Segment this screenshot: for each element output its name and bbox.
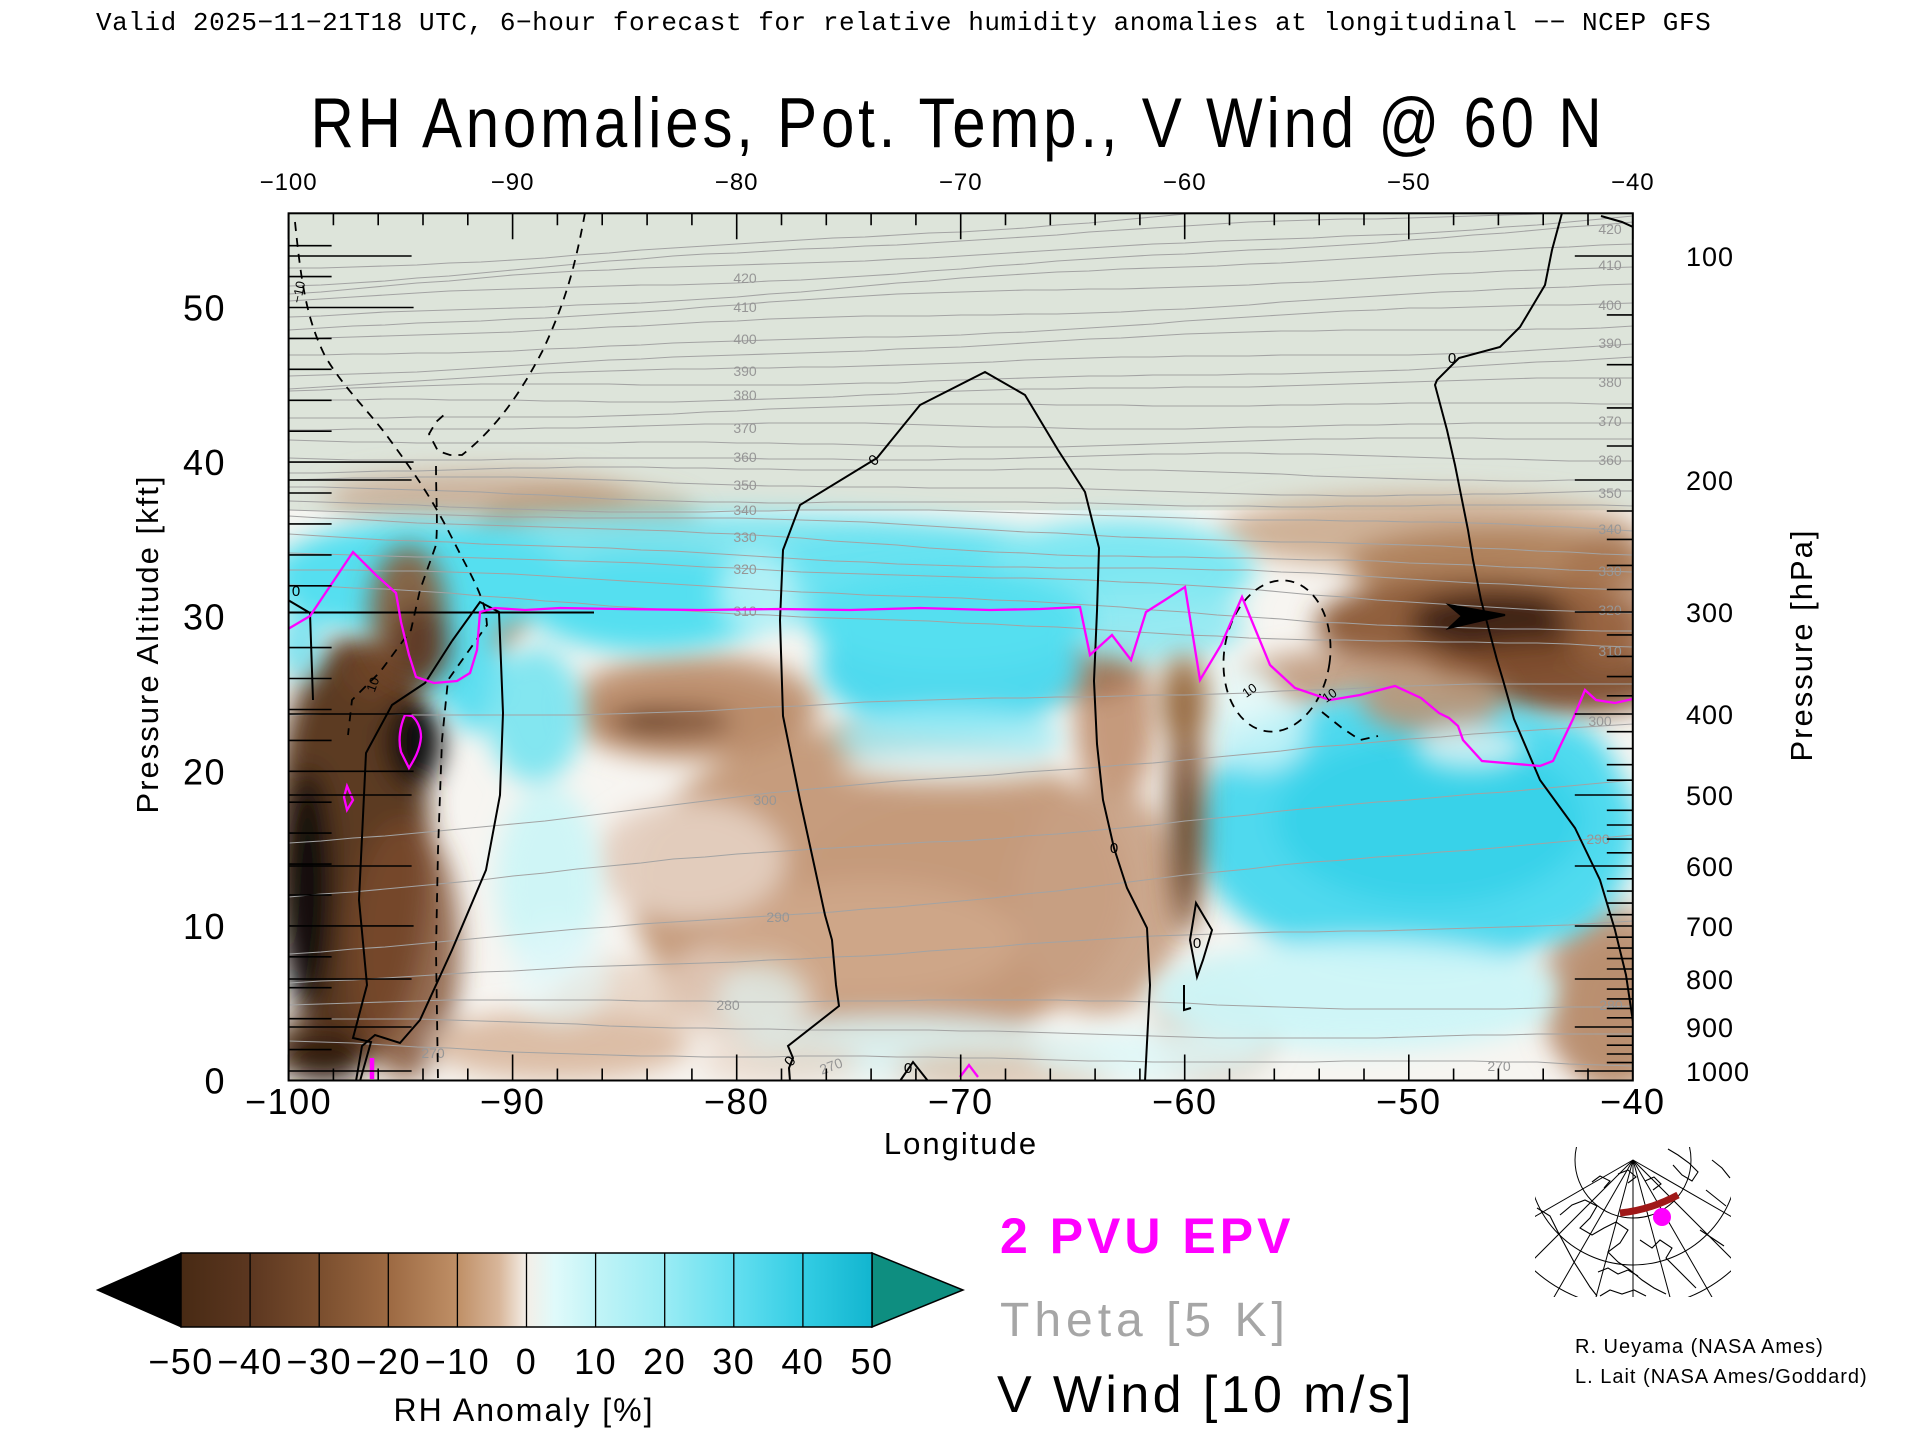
svg-text:410: 410 — [733, 299, 757, 315]
svg-text:800: 800 — [1686, 965, 1734, 995]
svg-text:−40: −40 — [217, 1341, 283, 1382]
svg-text:360: 360 — [1598, 452, 1622, 468]
svg-text:330: 330 — [733, 529, 757, 545]
svg-text:−100: −100 — [245, 1081, 332, 1122]
svg-text:310: 310 — [1598, 643, 1622, 659]
svg-text:R. Ueyama (NASA Ames): R. Ueyama (NASA Ames) — [1575, 1336, 1824, 1358]
svg-text:340: 340 — [733, 502, 757, 518]
svg-text:0: 0 — [204, 1061, 226, 1102]
svg-text:L. Lait (NASA Ames/Goddard): L. Lait (NASA Ames/Goddard) — [1575, 1366, 1868, 1388]
svg-text:0: 0 — [292, 583, 300, 600]
svg-text:600: 600 — [1686, 852, 1734, 882]
svg-text:Longitude: Longitude — [884, 1126, 1038, 1161]
svg-text:Valid 2025−11−21T18 UTC, 6−hou: Valid 2025−11−21T18 UTC, 6−hour forecast… — [96, 8, 1711, 38]
svg-text:−90: −90 — [480, 1081, 546, 1122]
svg-text:−80: −80 — [704, 1081, 770, 1122]
svg-text:−70: −70 — [939, 169, 983, 196]
svg-text:−50: −50 — [1387, 169, 1431, 196]
svg-text:40: 40 — [781, 1341, 824, 1382]
svg-text:50: 50 — [850, 1341, 893, 1382]
svg-text:RH Anomaly [%]: RH Anomaly [%] — [394, 1392, 655, 1428]
svg-text:−20: −20 — [356, 1341, 422, 1382]
svg-text:10: 10 — [1239, 680, 1259, 701]
svg-text:−60: −60 — [1163, 169, 1207, 196]
svg-text:900: 900 — [1686, 1013, 1734, 1043]
svg-text:Pressure [hPa]: Pressure [hPa] — [1784, 528, 1819, 761]
svg-text:−50: −50 — [1376, 1081, 1442, 1122]
svg-text:320: 320 — [1598, 602, 1622, 618]
svg-text:0: 0 — [904, 1060, 912, 1077]
svg-text:10: 10 — [363, 675, 382, 694]
svg-text:370: 370 — [733, 420, 757, 436]
svg-text:320: 320 — [733, 561, 757, 577]
svg-text:10: 10 — [1319, 685, 1339, 706]
svg-text:400: 400 — [1598, 297, 1622, 313]
svg-text:Pressure Altitude [kft]: Pressure Altitude [kft] — [130, 475, 165, 814]
svg-text:270: 270 — [1487, 1058, 1511, 1074]
svg-text:350: 350 — [1598, 485, 1622, 501]
svg-text:390: 390 — [733, 363, 757, 379]
svg-text:RH Anomalies, Pot. Temp., V Wi: RH Anomalies, Pot. Temp., V Wind @ 60 N — [311, 83, 1606, 162]
svg-text:500: 500 — [1686, 781, 1734, 811]
svg-text:380: 380 — [1598, 374, 1622, 390]
svg-text:−100: −100 — [260, 169, 318, 196]
svg-text:300: 300 — [1686, 598, 1734, 628]
svg-text:−40: −40 — [1600, 1081, 1666, 1122]
svg-text:270: 270 — [421, 1045, 445, 1061]
svg-text:−10: −10 — [425, 1341, 491, 1382]
svg-text:380: 380 — [733, 387, 757, 403]
svg-text:700: 700 — [1686, 912, 1734, 942]
svg-text:390: 390 — [1598, 335, 1622, 351]
svg-text:40: 40 — [183, 442, 226, 483]
svg-text:420: 420 — [1598, 221, 1622, 237]
svg-text:300: 300 — [753, 792, 777, 808]
svg-text:420: 420 — [733, 270, 757, 286]
svg-text:−70: −70 — [928, 1081, 994, 1122]
svg-text:200: 200 — [1686, 466, 1734, 496]
svg-text:350: 350 — [733, 477, 757, 493]
svg-text:−10: −10 — [289, 280, 308, 305]
svg-text:−90: −90 — [491, 169, 535, 196]
svg-text:300: 300 — [1588, 713, 1612, 729]
svg-text:1000: 1000 — [1686, 1057, 1750, 1087]
svg-text:−60: −60 — [1152, 1081, 1218, 1122]
svg-text:2 PVU EPV: 2 PVU EPV — [1000, 1208, 1294, 1264]
svg-text:30: 30 — [712, 1341, 755, 1382]
svg-text:400: 400 — [1686, 700, 1734, 730]
svg-text:0: 0 — [1110, 840, 1118, 857]
svg-text:100: 100 — [1686, 242, 1734, 272]
svg-text:280: 280 — [716, 997, 740, 1013]
svg-text:20: 20 — [643, 1341, 686, 1382]
svg-text:V Wind [10 m/s]: V Wind [10 m/s] — [997, 1366, 1415, 1424]
svg-text:330: 330 — [1598, 563, 1622, 579]
svg-text:410: 410 — [1598, 257, 1622, 273]
svg-text:30: 30 — [183, 597, 226, 638]
svg-text:270: 270 — [817, 1054, 845, 1077]
svg-text:Theta [5 K]: Theta [5 K] — [1000, 1294, 1290, 1347]
svg-text:50: 50 — [183, 288, 226, 329]
svg-text:360: 360 — [733, 449, 757, 465]
svg-text:−40: −40 — [1611, 169, 1655, 196]
svg-text:10: 10 — [574, 1341, 617, 1382]
svg-text:310: 310 — [733, 603, 757, 619]
svg-text:−30: −30 — [286, 1341, 352, 1382]
svg-text:290: 290 — [766, 909, 790, 925]
svg-text:290: 290 — [1586, 831, 1610, 847]
svg-text:−80: −80 — [715, 169, 759, 196]
svg-text:20: 20 — [183, 751, 226, 792]
svg-text:340: 340 — [1598, 521, 1622, 537]
svg-text:10: 10 — [183, 906, 226, 947]
svg-text:0: 0 — [1193, 935, 1201, 952]
svg-text:400: 400 — [733, 331, 757, 347]
svg-text:0: 0 — [516, 1341, 538, 1382]
svg-text:370: 370 — [1598, 413, 1622, 429]
svg-text:−50: −50 — [148, 1341, 214, 1382]
svg-text:0: 0 — [1448, 350, 1456, 367]
